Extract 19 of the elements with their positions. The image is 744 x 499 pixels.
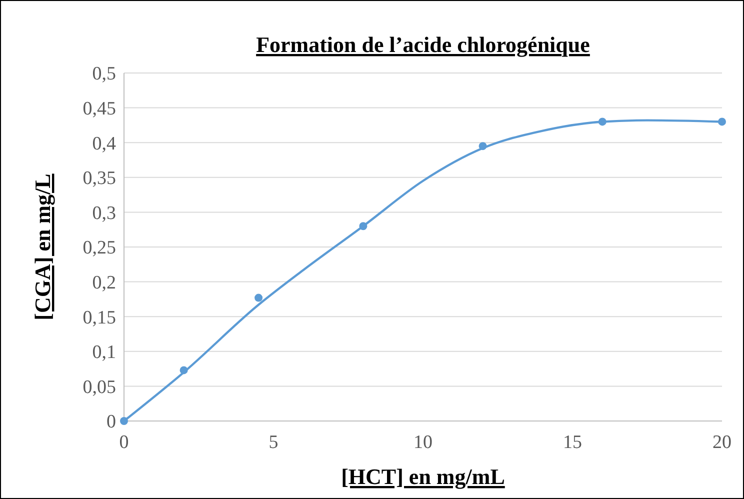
x-tick-label: 15 [563, 432, 582, 453]
y-tick-label: 0,3 [92, 202, 116, 224]
x-axis-title: [HCT] en mg/mL [341, 464, 505, 489]
y-tick-label: 0,25 [82, 238, 116, 259]
y-tick-label: 0 [106, 412, 116, 433]
y-tick-label: 0,2 [92, 272, 116, 294]
y-tick-label: 0,1 [92, 342, 116, 364]
x-tick-label: 5 [268, 432, 278, 453]
chart-title: Formation de l’acide chlorogénique [256, 32, 590, 57]
y-tick-label: 0,35 [82, 168, 116, 190]
x-tick-label: 10 [414, 432, 432, 453]
y-axis-title: [CGA] en mg/L [30, 174, 55, 320]
y-tick-label: 0,15 [82, 307, 116, 328]
y-tick-label: 0,4 [92, 133, 116, 154]
y-tick-label: 0,45 [82, 98, 116, 120]
point [254, 294, 263, 302]
y-tick-label: 0,05 [82, 376, 116, 398]
y-tick-label: 0,5 [92, 64, 116, 85]
x-tick-label: 20 [712, 432, 732, 453]
